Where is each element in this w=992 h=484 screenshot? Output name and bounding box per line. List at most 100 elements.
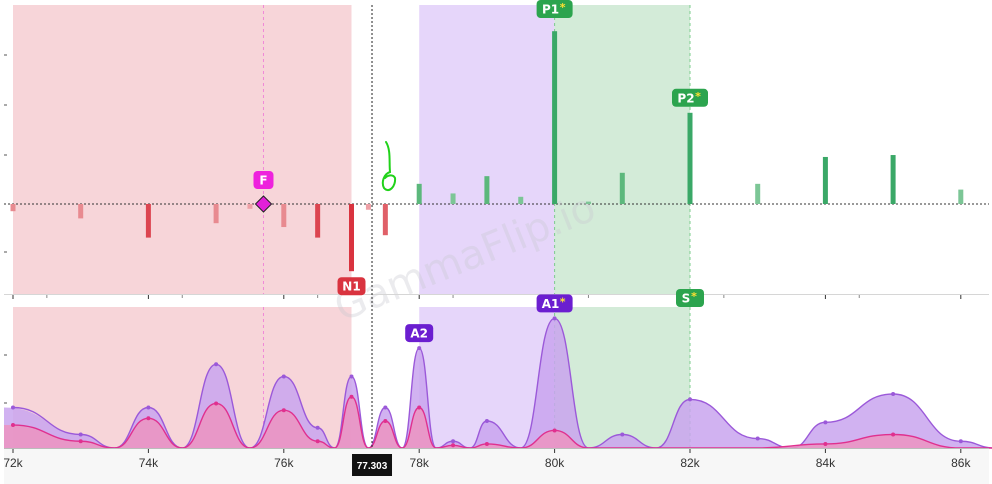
badge-p2-label: P2	[677, 91, 694, 105]
area-point-upper	[214, 362, 219, 367]
area-point-upper	[823, 420, 828, 425]
badge-s: S *	[676, 289, 704, 307]
badge-s-bg	[676, 289, 704, 307]
gamma-bar-0	[10, 204, 16, 212]
badge-a2: A2	[405, 324, 434, 343]
badge-a1: A1 *	[536, 294, 573, 313]
hand-drawn-arrow-icon	[381, 141, 397, 192]
area-point-lower	[891, 432, 896, 437]
region-purple-top	[419, 5, 555, 294]
area-point-upper	[958, 439, 963, 444]
x-tick-label: 72k	[3, 456, 23, 470]
area-point-lower	[552, 428, 557, 433]
gamma-bar-17	[687, 112, 693, 204]
area-point-upper	[315, 425, 320, 430]
area-point-lower	[214, 401, 219, 406]
area-point-lower	[417, 405, 422, 410]
gamma-bar-4	[247, 204, 253, 209]
badge-f: F	[253, 171, 274, 189]
gamma-bar-20	[890, 155, 896, 204]
badge-a1-star: *	[560, 295, 566, 308]
area-point-upper	[11, 405, 15, 410]
area-point-lower	[451, 443, 456, 448]
area-point-upper	[451, 439, 456, 444]
area-point-lower	[349, 394, 354, 399]
area-point-upper	[349, 374, 354, 379]
area-point-upper	[552, 316, 557, 321]
area-fill-lower	[4, 396, 992, 449]
gamma-bar-6	[315, 204, 321, 238]
area-point-upper	[417, 346, 422, 351]
area-point-lower	[146, 416, 151, 421]
panel-divider-top	[4, 294, 989, 295]
badge-n1: N1	[337, 277, 366, 296]
badge-n1-bg	[337, 277, 366, 296]
gamma-bar-3	[213, 204, 219, 224]
area-point-lower	[281, 408, 286, 413]
badge-n1-label: N1	[342, 280, 360, 294]
badge-f-label: F	[259, 174, 267, 188]
x-tick-label: 84k	[816, 456, 836, 470]
gamma-bar-5	[281, 204, 287, 228]
badge-s-star: *	[691, 290, 697, 303]
gamma-bar-19	[822, 156, 828, 204]
region-negative-top	[13, 5, 352, 294]
current-price-marker	[352, 454, 393, 476]
gamma-bar-15	[585, 201, 591, 204]
gamma-bar-8	[365, 204, 371, 210]
badge-p2: P2 *	[672, 88, 708, 107]
badge-p1-label: P1	[542, 3, 559, 17]
x-tick-label: 80k	[545, 456, 565, 470]
x-tick-label: 86k	[951, 456, 971, 470]
gamma-bar-7	[349, 204, 354, 272]
badge-a2-bg	[405, 324, 434, 343]
badge-p1-bg	[536, 0, 573, 18]
current-price-label: 77.303	[357, 461, 388, 472]
gamma-bar-11	[450, 193, 456, 204]
gamma-bar-18	[755, 183, 761, 204]
gamma-bar-16	[619, 172, 625, 204]
gamma-bar-21	[958, 189, 964, 204]
area-point-lower	[11, 423, 15, 428]
x-tick-label: 76k	[274, 456, 294, 470]
x-tick-label: 78k	[410, 456, 430, 470]
badge-a2-label: A2	[410, 327, 428, 341]
area-point-upper	[281, 374, 286, 379]
gamma-bar-1	[78, 204, 84, 219]
area-point-lower	[78, 439, 83, 444]
area-point-lower	[383, 419, 388, 423]
gamma-bar-2	[145, 204, 151, 238]
x-axis-band	[4, 449, 989, 484]
badge-s-label: S	[682, 292, 691, 306]
gamma-bar-10	[416, 183, 422, 204]
x-tick-label: 82k	[680, 456, 700, 470]
badge-p1: P1 *	[536, 0, 573, 18]
area-point-upper	[620, 432, 625, 437]
flip-diamond-icon	[254, 195, 273, 213]
badge-a1-bg	[536, 294, 573, 313]
area-point-lower	[315, 439, 320, 444]
badge-f-bg	[253, 171, 274, 189]
area-point-lower	[823, 441, 828, 446]
badge-p1-star: *	[560, 1, 566, 14]
area-point-upper	[755, 436, 760, 441]
area-point-upper	[484, 419, 489, 423]
gamma-bar-12	[484, 176, 490, 204]
area-point-lower	[484, 441, 489, 446]
area-point-upper	[146, 405, 151, 410]
badge-p2-star: *	[695, 90, 701, 103]
area-point-upper	[78, 432, 83, 437]
gamma-bar-14	[552, 31, 558, 205]
area-point-upper	[383, 405, 388, 410]
gamma-bar-13	[518, 196, 524, 204]
area-point-upper	[891, 392, 896, 396]
region-green-top	[554, 5, 690, 294]
gamma-bar-9	[382, 204, 388, 236]
area-point-upper	[688, 397, 692, 402]
x-axis-baseline	[4, 448, 989, 449]
x-tick-label: 74k	[139, 456, 159, 470]
badge-a1-label: A1	[542, 297, 560, 311]
badge-p2-bg	[672, 88, 708, 107]
